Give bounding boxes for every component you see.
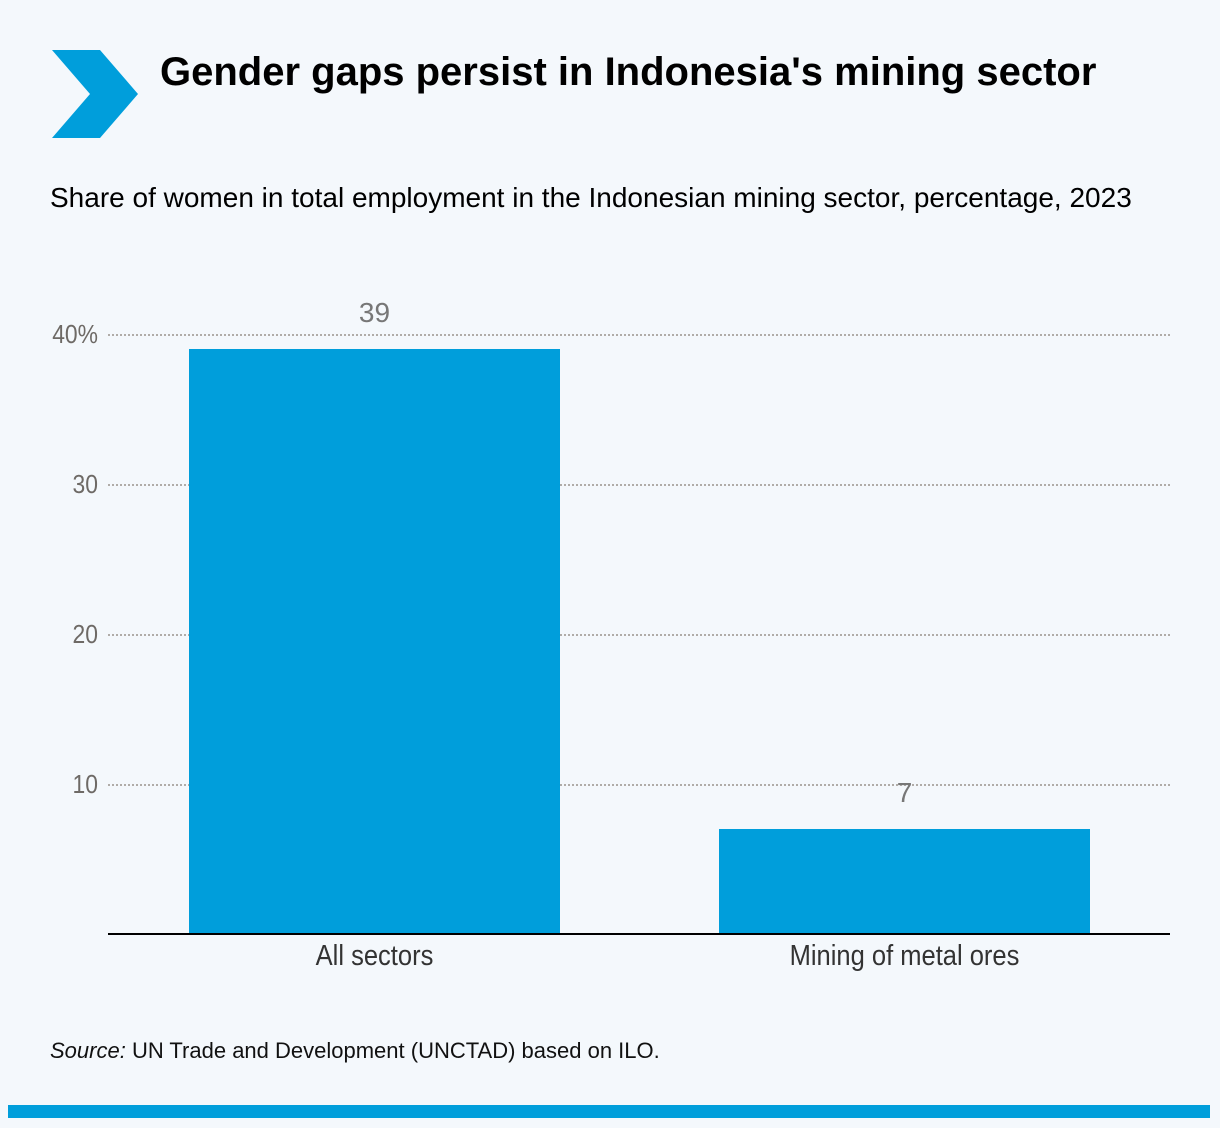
chart-title: Gender gaps persist in Indonesia's minin…: [160, 50, 1097, 94]
source-text: UN Trade and Development (UNCTAD) based …: [125, 1038, 660, 1063]
source-label: Source:: [50, 1038, 126, 1063]
chart-subtitle: Share of women in total employment in th…: [50, 182, 1132, 213]
bottom-accent-bar: [8, 1105, 1210, 1118]
data-label-mining-of-metal-ores: 7: [896, 777, 913, 808]
bar-all-sectors: [189, 349, 560, 934]
x-label-mining-of-metal-ores: Mining of metal ores: [789, 940, 1020, 972]
source-note: Source: UN Trade and Development (UNCTAD…: [50, 1038, 660, 1064]
y-tick-40: 40%: [52, 319, 98, 349]
y-tick-20: 20: [72, 619, 98, 649]
y-tick-10: 10: [72, 769, 98, 799]
y-tick-30: 30: [72, 469, 98, 499]
x-label-all-sectors: All sectors: [315, 940, 434, 972]
gridline-40: [108, 334, 1170, 336]
gridline-30: [108, 484, 1170, 486]
gridline-20: [108, 634, 1170, 636]
chevron-right-icon: [52, 50, 138, 138]
bar-chart: 40% 30 20 10 39 7 All sectors Mining of …: [52, 297, 1170, 972]
x-axis-line: [108, 933, 1170, 935]
gridline-10: [108, 784, 1170, 786]
data-label-all-sectors: 39: [358, 297, 391, 328]
bar-mining-of-metal-ores: [719, 829, 1090, 934]
